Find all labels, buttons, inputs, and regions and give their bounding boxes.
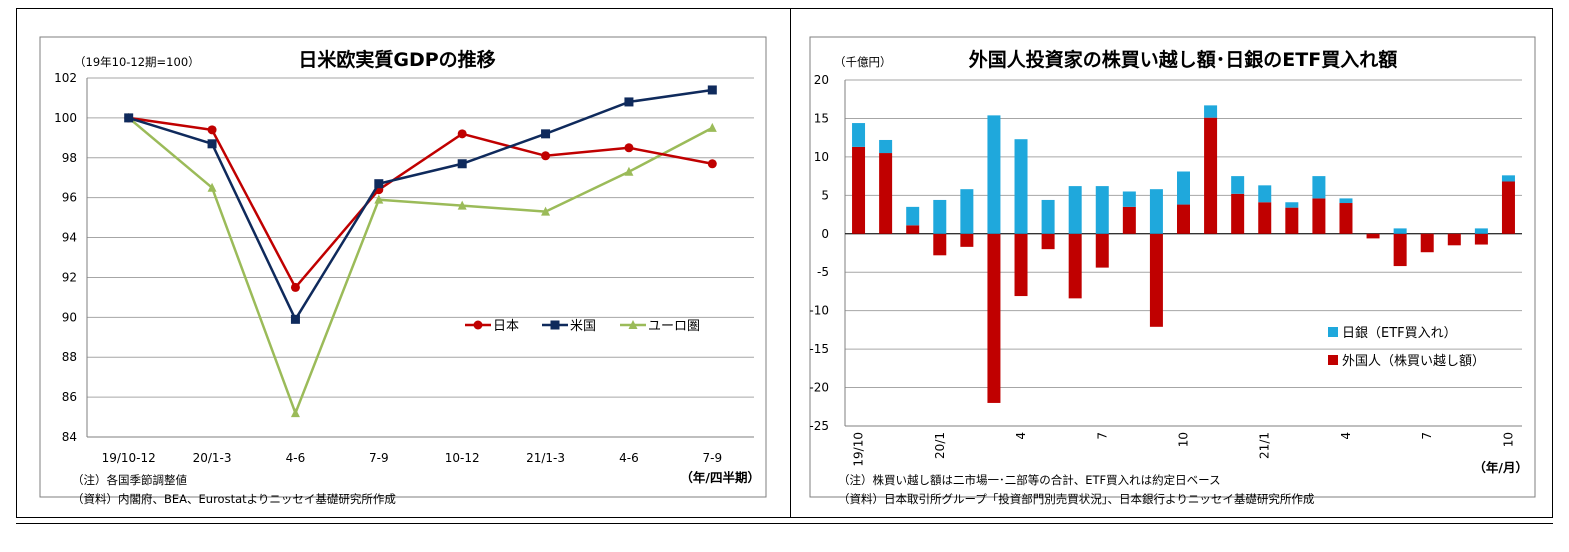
left-x-tick-label: 4-6 [619, 451, 639, 465]
left-x-tick-label: 19/10-12 [102, 451, 156, 465]
left-y-tick-labels: 84 86 88 90 92 94 96 98 100 102 [54, 71, 77, 444]
left-point-us [457, 159, 467, 169]
left-source: （資料）内閣府、BEA、Eurostatよりニッセイ基礎研究所作成 [72, 492, 396, 506]
left-point-japan [707, 159, 717, 169]
left-x-tick-label: 20/1-3 [193, 451, 232, 465]
left-point-us [290, 314, 300, 324]
left-legend: 日本 米国 ユーロ圏 [465, 319, 700, 334]
left-y-tick-label: 98 [62, 151, 77, 165]
left-point-euro [541, 206, 551, 216]
left-point-us [541, 129, 551, 139]
left-y-tick-label: 86 [62, 390, 77, 404]
left-y-tick-label: 96 [62, 191, 77, 205]
left-point-japan [541, 151, 551, 161]
left-y-tick-label: 88 [62, 350, 77, 364]
left-y-tick-label: 94 [62, 231, 77, 245]
left-y-tick-label: 84 [62, 430, 77, 444]
left-point-euro [207, 182, 217, 192]
left-legend-marker [628, 320, 638, 329]
left-point-us [207, 139, 217, 149]
left-chart-title: 日米欧実質GDPの推移 [298, 48, 495, 71]
left-legend-label: 米国 [570, 319, 596, 334]
left-note: （注）各国季節調整値 [72, 473, 187, 487]
left-x-tick-label: 10-12 [445, 451, 480, 465]
left-x-tick-label: 7-9 [369, 451, 389, 465]
left-point-japan [624, 143, 634, 153]
left-x-unit-label: （年/四半期） [680, 470, 760, 485]
left-point-euro [457, 200, 467, 210]
left-point-japan [290, 282, 300, 292]
left-legend-label: ユーロ圏 [648, 319, 700, 334]
left-point-us [374, 179, 384, 189]
left-unit-label: （19年10-12期=100） [74, 55, 200, 69]
left-point-euro [374, 194, 384, 204]
left-point-us [707, 85, 717, 95]
left-point-euro [290, 408, 300, 418]
panel-divider [790, 8, 791, 518]
outer-frame [16, 8, 1553, 518]
left-legend-marker [473, 320, 483, 330]
left-series-line [128, 116, 713, 290]
left-y-tick-label: 102 [54, 71, 77, 85]
left-point-japan [457, 129, 467, 139]
left-x-tick-label: 4-6 [286, 451, 306, 465]
left-point-japan [207, 125, 217, 135]
gdp-line-chart: 日米欧実質GDPの推移 （19年10-12期=100） 84 86 88 90 92 94… [39, 36, 767, 506]
left-legend-marker [550, 320, 560, 330]
left-series-line [128, 88, 713, 322]
left-x-tick-label: 7-9 [703, 451, 723, 465]
left-y-tick-label: 92 [62, 270, 77, 284]
left-point-us [624, 97, 634, 107]
left-chart-border [39, 36, 767, 498]
left-y-tick-label: 90 [62, 310, 77, 324]
left-point-euro [707, 122, 717, 132]
left-y-tick-label: 100 [54, 111, 77, 125]
left-legend-label: 日本 [493, 319, 519, 334]
left-series-line [127, 116, 713, 417]
left-x-tick-label: 21/1-3 [526, 451, 565, 465]
bottom-rule [16, 523, 1553, 524]
left-x-tick-labels: 19/10-12 20/1-3 4-6 7-9 10-12 21/1-3 4-6 7-9 [102, 451, 723, 465]
left-gridlines [86, 77, 754, 438]
left-series-group [124, 85, 717, 418]
left-point-euro [624, 166, 634, 176]
left-point-us [124, 113, 134, 123]
